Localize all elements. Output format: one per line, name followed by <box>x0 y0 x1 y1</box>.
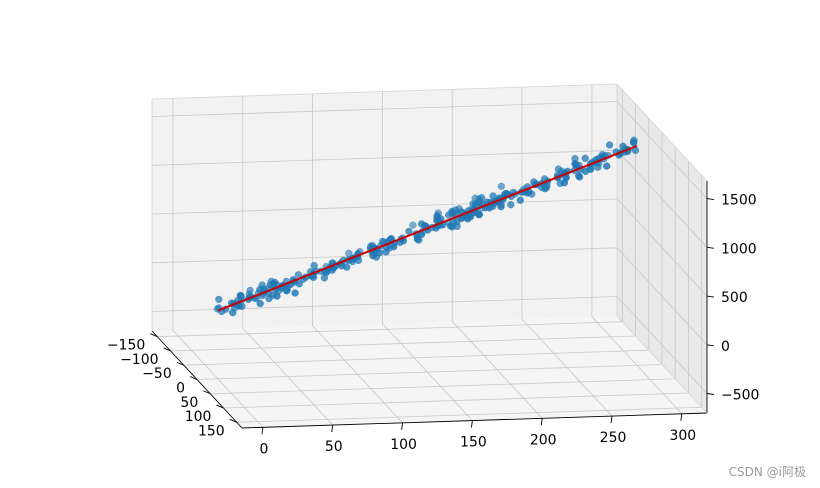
scatter-point <box>369 252 377 260</box>
scatter-point <box>433 212 441 220</box>
scatter-point <box>282 287 291 295</box>
scatter-point <box>507 201 515 209</box>
y-axis-line <box>241 412 708 429</box>
scatter-point <box>629 139 638 147</box>
scatter-point <box>273 292 281 300</box>
tick-marks <box>150 198 715 435</box>
scatter-points <box>213 136 640 317</box>
tick-mark <box>150 333 158 338</box>
x-tick-label: 0 <box>176 381 185 397</box>
scatter-point <box>382 248 390 256</box>
tick-mark <box>216 404 224 409</box>
x-tick-label: 50 <box>180 395 198 411</box>
y-tick-label: 50 <box>325 439 343 455</box>
scatter-point <box>413 235 421 243</box>
z-tick-label: 500 <box>721 290 748 306</box>
grid-line <box>521 87 613 417</box>
regression-line <box>217 145 638 312</box>
y-tick-label: 100 <box>390 437 417 453</box>
back-pane <box>152 84 617 331</box>
tick-mark <box>189 376 198 380</box>
tick-mark <box>610 415 613 424</box>
scatter-point <box>560 179 569 187</box>
grid-line <box>172 98 264 428</box>
tick-mark <box>401 422 404 430</box>
grid-line <box>312 93 403 424</box>
z-tick-label: 0 <box>721 339 730 355</box>
scatter-point <box>489 192 497 200</box>
y-tick-label: 250 <box>600 430 627 446</box>
tick-mark <box>470 420 473 428</box>
tick-mark <box>540 418 543 426</box>
grid-line <box>381 91 473 421</box>
tick-mark <box>706 393 715 395</box>
scatter-point <box>554 165 563 173</box>
scatter-point <box>619 142 627 150</box>
z-tick-label: 1000 <box>721 241 757 257</box>
tick-mark <box>176 361 184 366</box>
scatter-point <box>229 308 237 317</box>
scatter-point <box>475 210 484 219</box>
scatter-point <box>390 243 398 251</box>
pane-border <box>616 83 708 182</box>
scatter-point <box>447 222 455 230</box>
scatter-point <box>409 221 417 229</box>
scatter-point <box>497 182 505 190</box>
scatter-point <box>581 154 589 162</box>
y-tick-label: 0 <box>259 441 268 457</box>
tick-mark <box>706 295 715 298</box>
pane-border <box>151 83 618 100</box>
tick-mark <box>680 413 683 421</box>
regression-line-group <box>217 145 638 312</box>
scatter-point <box>343 263 351 271</box>
tick-mark <box>229 418 237 423</box>
x-tick-label: −100 <box>120 352 158 368</box>
watermark: CSDN @i阿极 <box>728 465 806 479</box>
scatter-point <box>516 196 524 204</box>
pane-border <box>616 315 708 414</box>
y-tick-label: 150 <box>460 435 487 451</box>
scatter-point <box>291 289 299 297</box>
tick-mark <box>706 344 715 347</box>
scatter-point <box>603 162 611 170</box>
scatter-point <box>237 292 245 301</box>
x-tick-label: −150 <box>107 338 145 354</box>
grid-line <box>451 89 543 419</box>
tick-mark <box>163 347 171 352</box>
x-tick-label: −50 <box>142 366 172 382</box>
axis-panes <box>152 84 707 428</box>
scatter-point <box>497 203 505 211</box>
scatter-point <box>256 286 264 294</box>
scatter-point <box>581 167 590 175</box>
scatter-point <box>575 172 583 180</box>
x-tick-label: 100 <box>185 409 212 425</box>
x-tick-label: 150 <box>198 423 225 439</box>
grid-line <box>242 96 334 426</box>
scatter-point <box>530 178 538 186</box>
tick-mark <box>331 425 334 433</box>
scatter-point <box>417 220 426 228</box>
tick-mark <box>706 246 715 249</box>
scatter-point <box>295 280 303 288</box>
scatter-point <box>256 299 264 308</box>
z-tick-label: −500 <box>721 388 759 404</box>
tick-mark <box>203 390 211 395</box>
scatter-point <box>605 141 614 149</box>
scatter-point <box>572 160 580 168</box>
scatter-point <box>271 278 279 287</box>
scatter-point <box>215 295 223 304</box>
y-tick-label: 300 <box>669 428 696 444</box>
y-tick-label: 200 <box>530 432 557 448</box>
scatter-point <box>444 211 453 219</box>
scatter-point <box>471 200 480 208</box>
tick-mark <box>706 198 715 200</box>
scatter-point <box>375 249 383 257</box>
z-tick-label: 1500 <box>721 193 757 209</box>
tick-mark <box>261 427 264 435</box>
